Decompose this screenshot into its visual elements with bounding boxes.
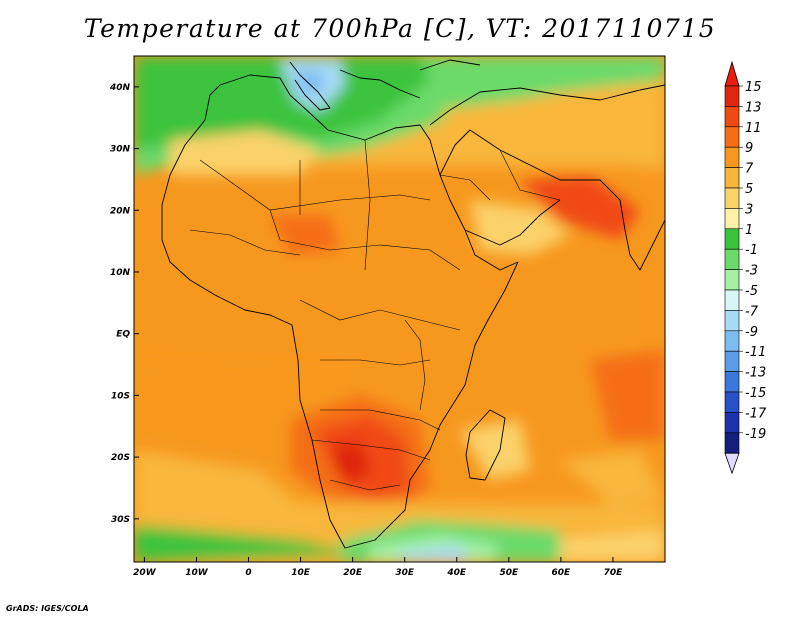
colorbar-label: 13 bbox=[745, 100, 762, 115]
plot-frame bbox=[133, 55, 666, 563]
colorbar-label: -17 bbox=[745, 406, 767, 421]
lat-tick-label: 20N bbox=[110, 206, 131, 216]
colorbar-swatch bbox=[724, 85, 740, 107]
colorbar-swatch bbox=[724, 391, 740, 413]
lon-tick-label: 30E bbox=[395, 568, 415, 578]
lon-tick-label: 0 bbox=[245, 568, 251, 578]
colorbar: 15 13 11 9 7 5 3 1 -1 -3 -5 -7 -9 -11 -13 -15 -17 -19 bbox=[724, 60, 767, 475]
lon-tick-label: 10E bbox=[291, 568, 311, 578]
temperature-field bbox=[134, 56, 665, 562]
lat-tick-label: 30S bbox=[111, 515, 130, 525]
colorbar-max-arrow bbox=[724, 60, 740, 87]
lon-tick-label: 50E bbox=[499, 568, 519, 578]
longitude-axis: 20W 10W 0 10E 20E 30E 40E 50E 60E 70E bbox=[133, 557, 623, 578]
colorbar-label: -19 bbox=[745, 427, 766, 442]
lon-tick-label: 20W bbox=[133, 568, 157, 578]
lat-tick-label: 30N bbox=[110, 145, 131, 155]
colorbar-label: 3 bbox=[745, 202, 753, 217]
lon-tick-label: 70E bbox=[604, 568, 624, 578]
colorbar-label: 7 bbox=[745, 162, 754, 177]
coastlines bbox=[161, 59, 665, 549]
colorbar-swatch bbox=[724, 269, 740, 291]
borders bbox=[189, 139, 561, 491]
colorbar-label: -7 bbox=[745, 304, 759, 319]
lat-tick-label: 40N bbox=[109, 83, 131, 93]
colorbar-label: -15 bbox=[745, 386, 766, 401]
lon-tick-label: 40E bbox=[446, 568, 467, 578]
colorbar-swatch bbox=[724, 248, 740, 270]
colorbar-swatch bbox=[724, 310, 740, 332]
colorbar-label: 9 bbox=[745, 141, 753, 156]
lon-tick-label: 10W bbox=[185, 568, 209, 578]
map-title: Temperature at 700hPa [C], VT: 201711071… bbox=[83, 14, 717, 43]
colorbar-swatch bbox=[724, 350, 740, 372]
colorbar-label: 11 bbox=[745, 121, 762, 136]
latitude-axis: 40N 30N 20N 10N EQ 10S 20S 30S bbox=[109, 83, 139, 525]
colorbar-swatch bbox=[724, 167, 740, 189]
grads-credit: GrADS: IGES/COLA bbox=[6, 604, 89, 613]
lat-tick-label: 10S bbox=[111, 391, 130, 401]
colorbar-label: -5 bbox=[745, 284, 758, 299]
lon-tick-label: 60E bbox=[552, 568, 572, 578]
colorbar-swatch bbox=[724, 330, 740, 352]
colorbar-label: 15 bbox=[745, 80, 762, 95]
colorbar-label: -11 bbox=[745, 345, 766, 360]
lat-tick-label: 20S bbox=[111, 453, 130, 463]
lat-tick-label: EQ bbox=[116, 330, 130, 340]
colorbar-swatch bbox=[724, 208, 740, 230]
colorbar-label: -3 bbox=[745, 264, 758, 279]
colorbar-swatch bbox=[724, 371, 740, 393]
colorbar-label: 5 bbox=[745, 182, 753, 197]
colorbar-swatch bbox=[724, 412, 740, 434]
colorbar-min-arrow bbox=[724, 452, 740, 475]
colorbar-swatch bbox=[724, 432, 740, 454]
colorbar-label: -13 bbox=[745, 366, 766, 381]
colorbar-swatch bbox=[724, 289, 740, 311]
colorbar-swatch bbox=[724, 106, 740, 128]
colorbar-swatch bbox=[724, 146, 740, 168]
colorbar-swatch bbox=[724, 187, 740, 209]
lat-tick-label: 10N bbox=[110, 268, 131, 278]
colorbar-label: -9 bbox=[745, 325, 758, 340]
colorbar-label: -1 bbox=[745, 243, 758, 258]
colorbar-swatch bbox=[724, 126, 740, 148]
colorbar-label: 1 bbox=[745, 223, 753, 238]
lon-tick-label: 20E bbox=[343, 568, 363, 578]
colorbar-swatch bbox=[724, 228, 740, 250]
